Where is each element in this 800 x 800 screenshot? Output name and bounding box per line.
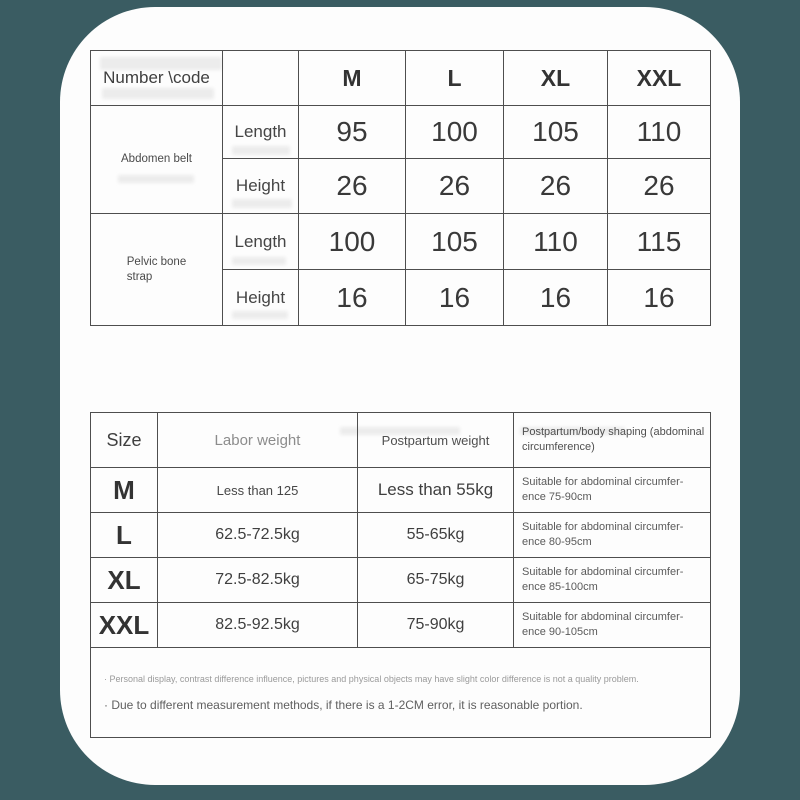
weight-row-m: M Less than 125 Less than 55kg Suitable … [90, 467, 711, 513]
weight-row-xxl: XXL 82.5-92.5kg 75-90kg Suitable for abd… [90, 602, 711, 648]
abdomen-belt-label-text: Abdomen belt [121, 153, 192, 166]
labor-weight-cell: 72.5-82.5kg [157, 557, 358, 603]
header-shaping: Postpartum/body shaping (abdominal circu… [513, 412, 711, 468]
notes-cell: · Personal display, contrast difference … [90, 647, 711, 738]
size-chart-corner-label: Number \code [90, 50, 223, 106]
weight-row-l: L 62.5-72.5kg 55-65kg Suitable for abdom… [90, 512, 711, 558]
circumference-cell: Suitable for abdominal circumfer- ence 8… [513, 557, 711, 603]
value-cell: 26 [298, 158, 406, 214]
value-cell: 105 [503, 105, 608, 159]
value-cell: 26 [503, 158, 608, 214]
notes-row: · Personal display, contrast difference … [90, 647, 711, 738]
abdomen-belt-label: Abdomen belt [90, 105, 223, 214]
value-cell: 95 [298, 105, 406, 159]
value-cell: 115 [607, 213, 711, 270]
dimension-label-length: Length [222, 105, 299, 159]
value-cell: 26 [405, 158, 504, 214]
pelvic-bone-strap-label-text: Pelvic bone strap [126, 256, 187, 283]
row-size-label: XXL [90, 602, 158, 648]
size-chart-table: Number \code M L XL XXL Abdomen belt Len… [90, 50, 711, 326]
row-size-label: XL [90, 557, 158, 603]
circumference-cell: Suitable for abdominal circumfer- ence 8… [513, 512, 711, 558]
value-cell: 100 [298, 213, 406, 270]
postpartum-weight-cell: 55-65kg [357, 512, 514, 558]
circumference-cell: Suitable for abdominal circumfer- ence 9… [513, 602, 711, 648]
postpartum-weight-cell: 65-75kg [357, 557, 514, 603]
postpartum-weight-cell: Less than 55kg [357, 467, 514, 513]
dimension-label-length: Length [222, 213, 299, 270]
value-cell: 16 [503, 269, 608, 326]
labor-weight-cell: 62.5-72.5kg [157, 512, 358, 558]
dimension-label-height: Height [222, 158, 299, 214]
dimension-label-height: Height [222, 269, 299, 326]
size-header-xxl: XXL [607, 50, 711, 106]
value-cell: 105 [405, 213, 504, 270]
note-measurement-error: · Due to different measurement methods, … [104, 698, 583, 712]
value-cell: 110 [607, 105, 711, 159]
value-cell: 26 [607, 158, 711, 214]
value-cell: 100 [405, 105, 504, 159]
size-chart-card: Number \code M L XL XXL Abdomen belt Len… [60, 7, 740, 785]
row-size-label: M [90, 467, 158, 513]
weight-row-xl: XL 72.5-82.5kg 65-75kg Suitable for abdo… [90, 557, 711, 603]
value-cell: 110 [503, 213, 608, 270]
value-cell: 16 [298, 269, 406, 326]
value-cell: 16 [607, 269, 711, 326]
size-header-m: M [298, 50, 406, 106]
labor-weight-cell: Less than 125 [157, 467, 358, 513]
note-color-difference: · Personal display, contrast difference … [104, 674, 639, 684]
abdomen-length-row: Abdomen belt Length 95 100 105 110 [90, 105, 711, 214]
pelvic-length-row: Pelvic bone strap Length 100 105 110 115 [90, 213, 711, 326]
labor-weight-cell: 82.5-92.5kg [157, 602, 358, 648]
pelvic-bone-strap-label: Pelvic bone strap [90, 213, 223, 326]
postpartum-weight-cell: 75-90kg [357, 602, 514, 648]
header-labor-weight: Labor weight [157, 412, 358, 468]
value-cell: 16 [405, 269, 504, 326]
pelvic-height-row: Height 16 16 16 16 [91, 269, 711, 326]
weight-chart-table: Size Labor weight Postpartum weight Post… [90, 412, 711, 738]
weight-chart-header-row: Size Labor weight Postpartum weight Post… [90, 412, 711, 468]
size-chart-header-row: Number \code M L XL XXL [90, 50, 711, 106]
header-postpartum-weight: Postpartum weight [357, 412, 514, 468]
size-header-l: L [405, 50, 504, 106]
size-chart-empty-header-cell [222, 50, 299, 106]
header-size: Size [90, 412, 158, 468]
row-size-label: L [90, 512, 158, 558]
circumference-cell: Suitable for abdominal circumfer- ence 7… [513, 467, 711, 513]
size-header-xl: XL [503, 50, 608, 106]
